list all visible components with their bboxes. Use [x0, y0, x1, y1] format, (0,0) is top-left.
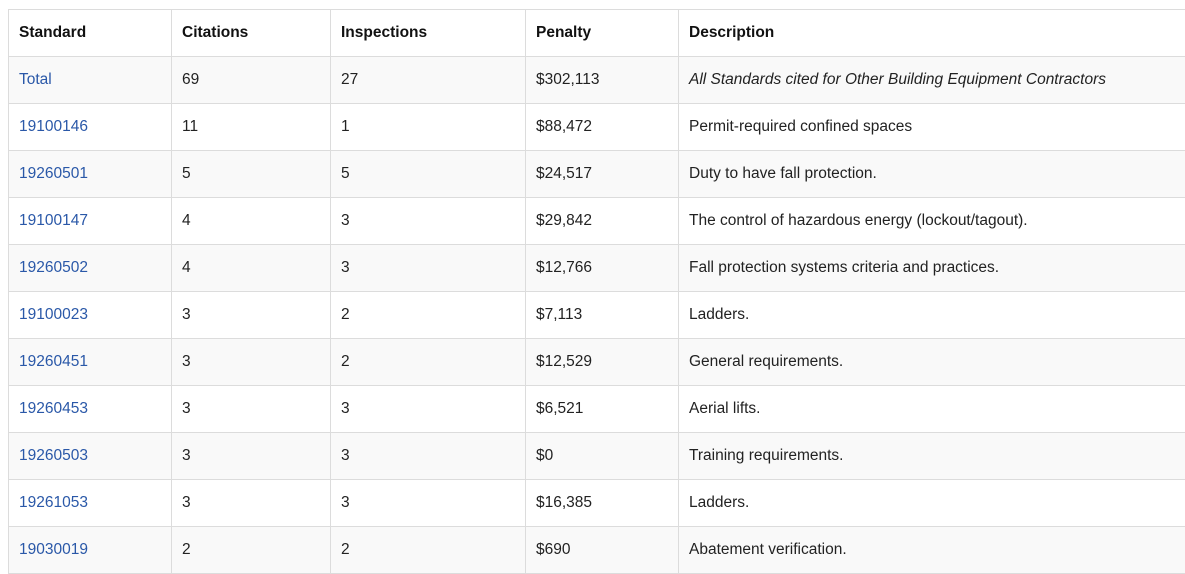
- cell-inspections: 27: [331, 57, 526, 104]
- cell-standard: 19260501: [9, 151, 172, 198]
- cell-penalty: $16,385: [526, 480, 679, 527]
- cell-standard: 19100147: [9, 198, 172, 245]
- cell-citations: 2: [172, 527, 331, 574]
- cell-standard: 19260502: [9, 245, 172, 292]
- standard-link[interactable]: 19100146: [19, 118, 88, 135]
- table-row: 19260453 3 3 $6,521 Aerial lifts.: [9, 386, 1185, 433]
- cell-standard: 19100146: [9, 104, 172, 151]
- standard-link[interactable]: 19261053: [19, 494, 88, 511]
- cell-description: General requirements.: [679, 339, 1185, 386]
- cell-description: Ladders.: [679, 292, 1185, 339]
- header-row: Standard Citations Inspections Penalty D…: [9, 10, 1185, 57]
- header-penalty[interactable]: Penalty: [526, 10, 679, 57]
- table-row: Total 69 27 $302,113 All Standards cited…: [9, 57, 1185, 104]
- cell-inspections: 2: [331, 292, 526, 339]
- cell-penalty: $88,472: [526, 104, 679, 151]
- cell-description: Training requirements.: [679, 433, 1185, 480]
- cell-citations: 4: [172, 198, 331, 245]
- standard-link[interactable]: 19100147: [19, 212, 88, 229]
- cell-description: All Standards cited for Other Building E…: [679, 57, 1185, 104]
- header-description[interactable]: Description: [679, 10, 1185, 57]
- table-row: 19261053 3 3 $16,385 Ladders.: [9, 480, 1185, 527]
- cell-penalty: $24,517: [526, 151, 679, 198]
- standard-link[interactable]: 19260501: [19, 165, 88, 182]
- cell-penalty: $0: [526, 433, 679, 480]
- standard-link[interactable]: 19260502: [19, 259, 88, 276]
- table-row: 19100146 11 1 $88,472 Permit-required co…: [9, 104, 1185, 151]
- cell-standard: 19261053: [9, 480, 172, 527]
- table-row: 19260503 3 3 $0 Training requirements.: [9, 433, 1185, 480]
- header-citations[interactable]: Citations: [172, 10, 331, 57]
- cell-citations: 5: [172, 151, 331, 198]
- cell-penalty: $6,521: [526, 386, 679, 433]
- standards-citations-table: Standard Citations Inspections Penalty D…: [8, 9, 1185, 574]
- cell-citations: 3: [172, 386, 331, 433]
- cell-penalty: $29,842: [526, 198, 679, 245]
- header-inspections[interactable]: Inspections: [331, 10, 526, 57]
- cell-inspections: 2: [331, 339, 526, 386]
- cell-inspections: 3: [331, 480, 526, 527]
- standard-link[interactable]: 19260451: [19, 353, 88, 370]
- cell-inspections: 3: [331, 433, 526, 480]
- cell-description: Permit-required confined spaces: [679, 104, 1185, 151]
- cell-citations: 3: [172, 480, 331, 527]
- cell-citations: 3: [172, 433, 331, 480]
- cell-penalty: $7,113: [526, 292, 679, 339]
- cell-standard: 19260451: [9, 339, 172, 386]
- cell-inspections: 3: [331, 198, 526, 245]
- cell-inspections: 1: [331, 104, 526, 151]
- cell-description: Abatement verification.: [679, 527, 1185, 574]
- table-row: 19030019 2 2 $690 Abatement verification…: [9, 527, 1185, 574]
- cell-inspections: 5: [331, 151, 526, 198]
- table-row: 19260502 4 3 $12,766 Fall protection sys…: [9, 245, 1185, 292]
- standard-link[interactable]: 19100023: [19, 306, 88, 323]
- cell-description: Fall protection systems criteria and pra…: [679, 245, 1185, 292]
- table-row: 19100147 4 3 $29,842 The control of haza…: [9, 198, 1185, 245]
- cell-standard: 19260503: [9, 433, 172, 480]
- cell-standard: 19100023: [9, 292, 172, 339]
- table-row: 19260501 5 5 $24,517 Duty to have fall p…: [9, 151, 1185, 198]
- table-row: 19100023 3 2 $7,113 Ladders.: [9, 292, 1185, 339]
- cell-description: Ladders.: [679, 480, 1185, 527]
- table-body: Total 69 27 $302,113 All Standards cited…: [9, 57, 1185, 574]
- standard-link[interactable]: 19030019: [19, 541, 88, 558]
- cell-standard: 19030019: [9, 527, 172, 574]
- table-row: 19260451 3 2 $12,529 General requirement…: [9, 339, 1185, 386]
- cell-penalty: $302,113: [526, 57, 679, 104]
- cell-standard: Total: [9, 57, 172, 104]
- cell-description: Aerial lifts.: [679, 386, 1185, 433]
- cell-citations: 3: [172, 292, 331, 339]
- cell-penalty: $12,529: [526, 339, 679, 386]
- cell-citations: 11: [172, 104, 331, 151]
- cell-standard: 19260453: [9, 386, 172, 433]
- cell-citations: 69: [172, 57, 331, 104]
- cell-description: Duty to have fall protection.: [679, 151, 1185, 198]
- cell-description: The control of hazardous energy (lockout…: [679, 198, 1185, 245]
- cell-inspections: 3: [331, 386, 526, 433]
- cell-inspections: 3: [331, 245, 526, 292]
- cell-citations: 3: [172, 339, 331, 386]
- citations-table-container: Standard Citations Inspections Penalty D…: [8, 9, 1185, 574]
- header-standard[interactable]: Standard: [9, 10, 172, 57]
- standard-link[interactable]: 19260453: [19, 400, 88, 417]
- cell-citations: 4: [172, 245, 331, 292]
- standard-link[interactable]: 19260503: [19, 447, 88, 464]
- cell-inspections: 2: [331, 527, 526, 574]
- cell-penalty: $690: [526, 527, 679, 574]
- table-header: Standard Citations Inspections Penalty D…: [9, 10, 1185, 57]
- cell-penalty: $12,766: [526, 245, 679, 292]
- standard-link[interactable]: Total: [19, 71, 52, 88]
